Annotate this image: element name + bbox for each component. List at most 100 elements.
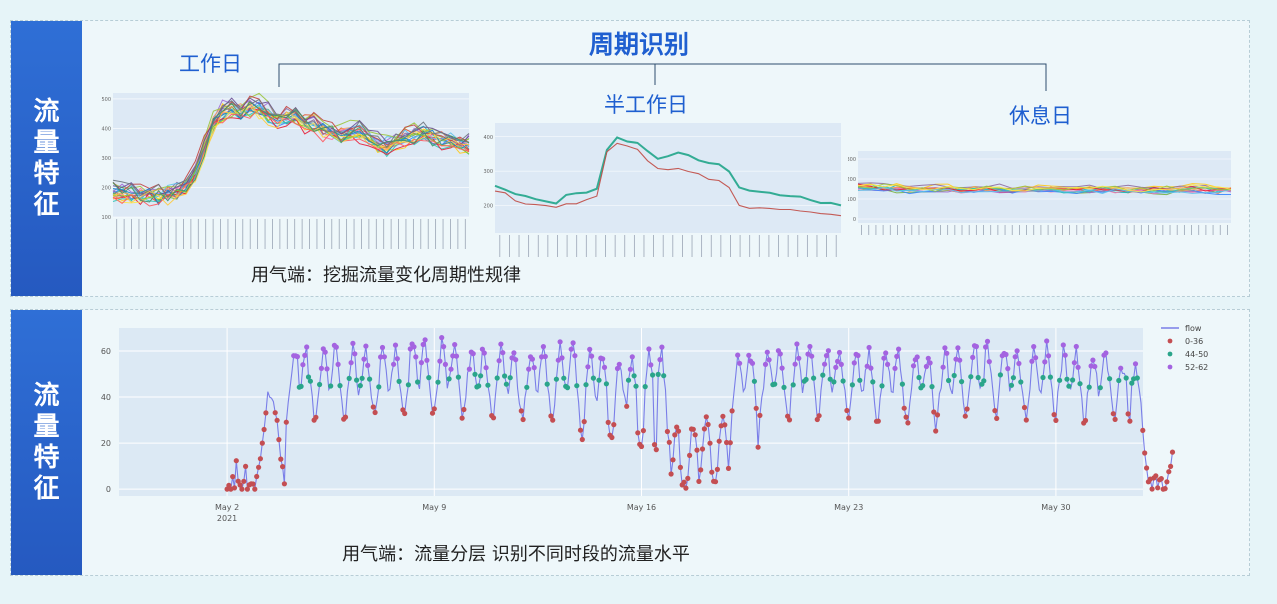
series-line	[112, 107, 470, 201]
data-point	[1162, 486, 1168, 492]
data-point	[883, 350, 889, 356]
data-point	[256, 464, 262, 470]
data-point	[707, 440, 713, 446]
data-point	[381, 354, 387, 360]
side-char: 特	[33, 158, 60, 189]
data-point	[307, 378, 313, 384]
data-point	[857, 377, 863, 383]
data-point	[655, 371, 661, 377]
data-point	[653, 447, 659, 453]
data-point	[779, 365, 785, 371]
series-line	[857, 184, 1232, 193]
y-tick-label: 300	[483, 169, 493, 175]
data-point	[261, 426, 267, 433]
side-label-flow-features: 流 量 特 征	[11, 310, 82, 575]
data-point	[370, 404, 376, 410]
y-tick-label: 0	[106, 485, 111, 494]
data-point	[1140, 427, 1146, 433]
data-point	[664, 428, 671, 435]
data-point	[402, 410, 408, 417]
data-point	[668, 471, 674, 477]
data-point	[348, 360, 354, 366]
data-point	[577, 427, 584, 433]
y-tick-label: 400	[483, 135, 493, 141]
side-char: 特	[33, 442, 60, 473]
data-point	[807, 343, 813, 350]
data-point	[681, 479, 687, 485]
data-point	[1127, 418, 1133, 424]
data-point	[435, 379, 441, 385]
y-tick-label: 300	[101, 156, 111, 162]
data-point	[716, 438, 722, 444]
data-point	[507, 375, 513, 381]
data-point	[794, 341, 800, 347]
data-point	[820, 372, 826, 378]
y-tick-label: 200	[848, 177, 856, 183]
data-point	[875, 418, 881, 424]
data-point	[452, 342, 458, 348]
data-point	[833, 364, 839, 370]
data-point	[699, 446, 706, 452]
workday-label: 工作日	[179, 52, 242, 76]
data-point	[729, 408, 735, 414]
data-point	[790, 382, 796, 388]
data-point	[1044, 338, 1050, 344]
data-point	[772, 381, 778, 387]
data-point	[757, 412, 763, 418]
layering-caption: 用气端：流量分层 识别不同时段的流量水平	[342, 544, 690, 565]
data-point	[703, 414, 709, 420]
data-point	[994, 415, 1000, 421]
data-point	[272, 410, 278, 416]
side-char: 征	[33, 189, 60, 220]
side-char: 流	[33, 380, 60, 411]
data-point	[280, 464, 286, 470]
data-point	[749, 360, 756, 366]
data-point	[851, 360, 857, 366]
data-point	[1116, 377, 1122, 384]
data-point	[376, 384, 382, 390]
y-tick-label: 20	[101, 439, 111, 448]
data-point	[337, 383, 343, 389]
data-point	[476, 383, 482, 389]
data-point	[590, 375, 596, 381]
data-point	[737, 360, 743, 366]
legend-swatch	[1167, 351, 1173, 357]
data-point	[281, 481, 287, 487]
data-point	[418, 360, 424, 366]
section-title: 周期识别	[589, 30, 690, 59]
data-point	[564, 385, 571, 391]
data-point	[1103, 350, 1109, 356]
restday-label: 休息日	[1009, 104, 1072, 128]
data-point	[946, 377, 952, 384]
data-point	[259, 440, 265, 446]
data-point	[498, 341, 504, 347]
data-point	[254, 473, 260, 480]
bracket-connector	[278, 63, 1047, 91]
data-point	[239, 486, 245, 492]
y-tick-label: 60	[101, 347, 111, 356]
data-point	[322, 349, 328, 355]
data-point	[1021, 404, 1028, 411]
data-point	[396, 378, 402, 384]
data-point	[823, 353, 830, 359]
data-point	[892, 365, 898, 371]
data-point	[694, 447, 700, 453]
data-point	[879, 383, 885, 389]
data-point	[933, 428, 939, 434]
data-point	[298, 383, 304, 389]
data-point	[1066, 383, 1072, 389]
data-point	[674, 424, 680, 430]
data-point	[690, 426, 696, 432]
data-point	[657, 357, 663, 363]
layered-flow-chart: 60 40 20 0 May 2 May 9 May 16 May 23 May 30 2021 f…	[101, 324, 1208, 523]
data-point	[1169, 449, 1176, 455]
data-point	[391, 361, 397, 367]
data-point	[1155, 485, 1161, 491]
data-point	[735, 352, 741, 358]
data-point	[753, 405, 759, 411]
data-point	[1129, 380, 1135, 386]
data-point	[483, 365, 489, 371]
data-point	[840, 378, 846, 384]
data-point	[1168, 463, 1174, 469]
data-point	[605, 419, 611, 425]
